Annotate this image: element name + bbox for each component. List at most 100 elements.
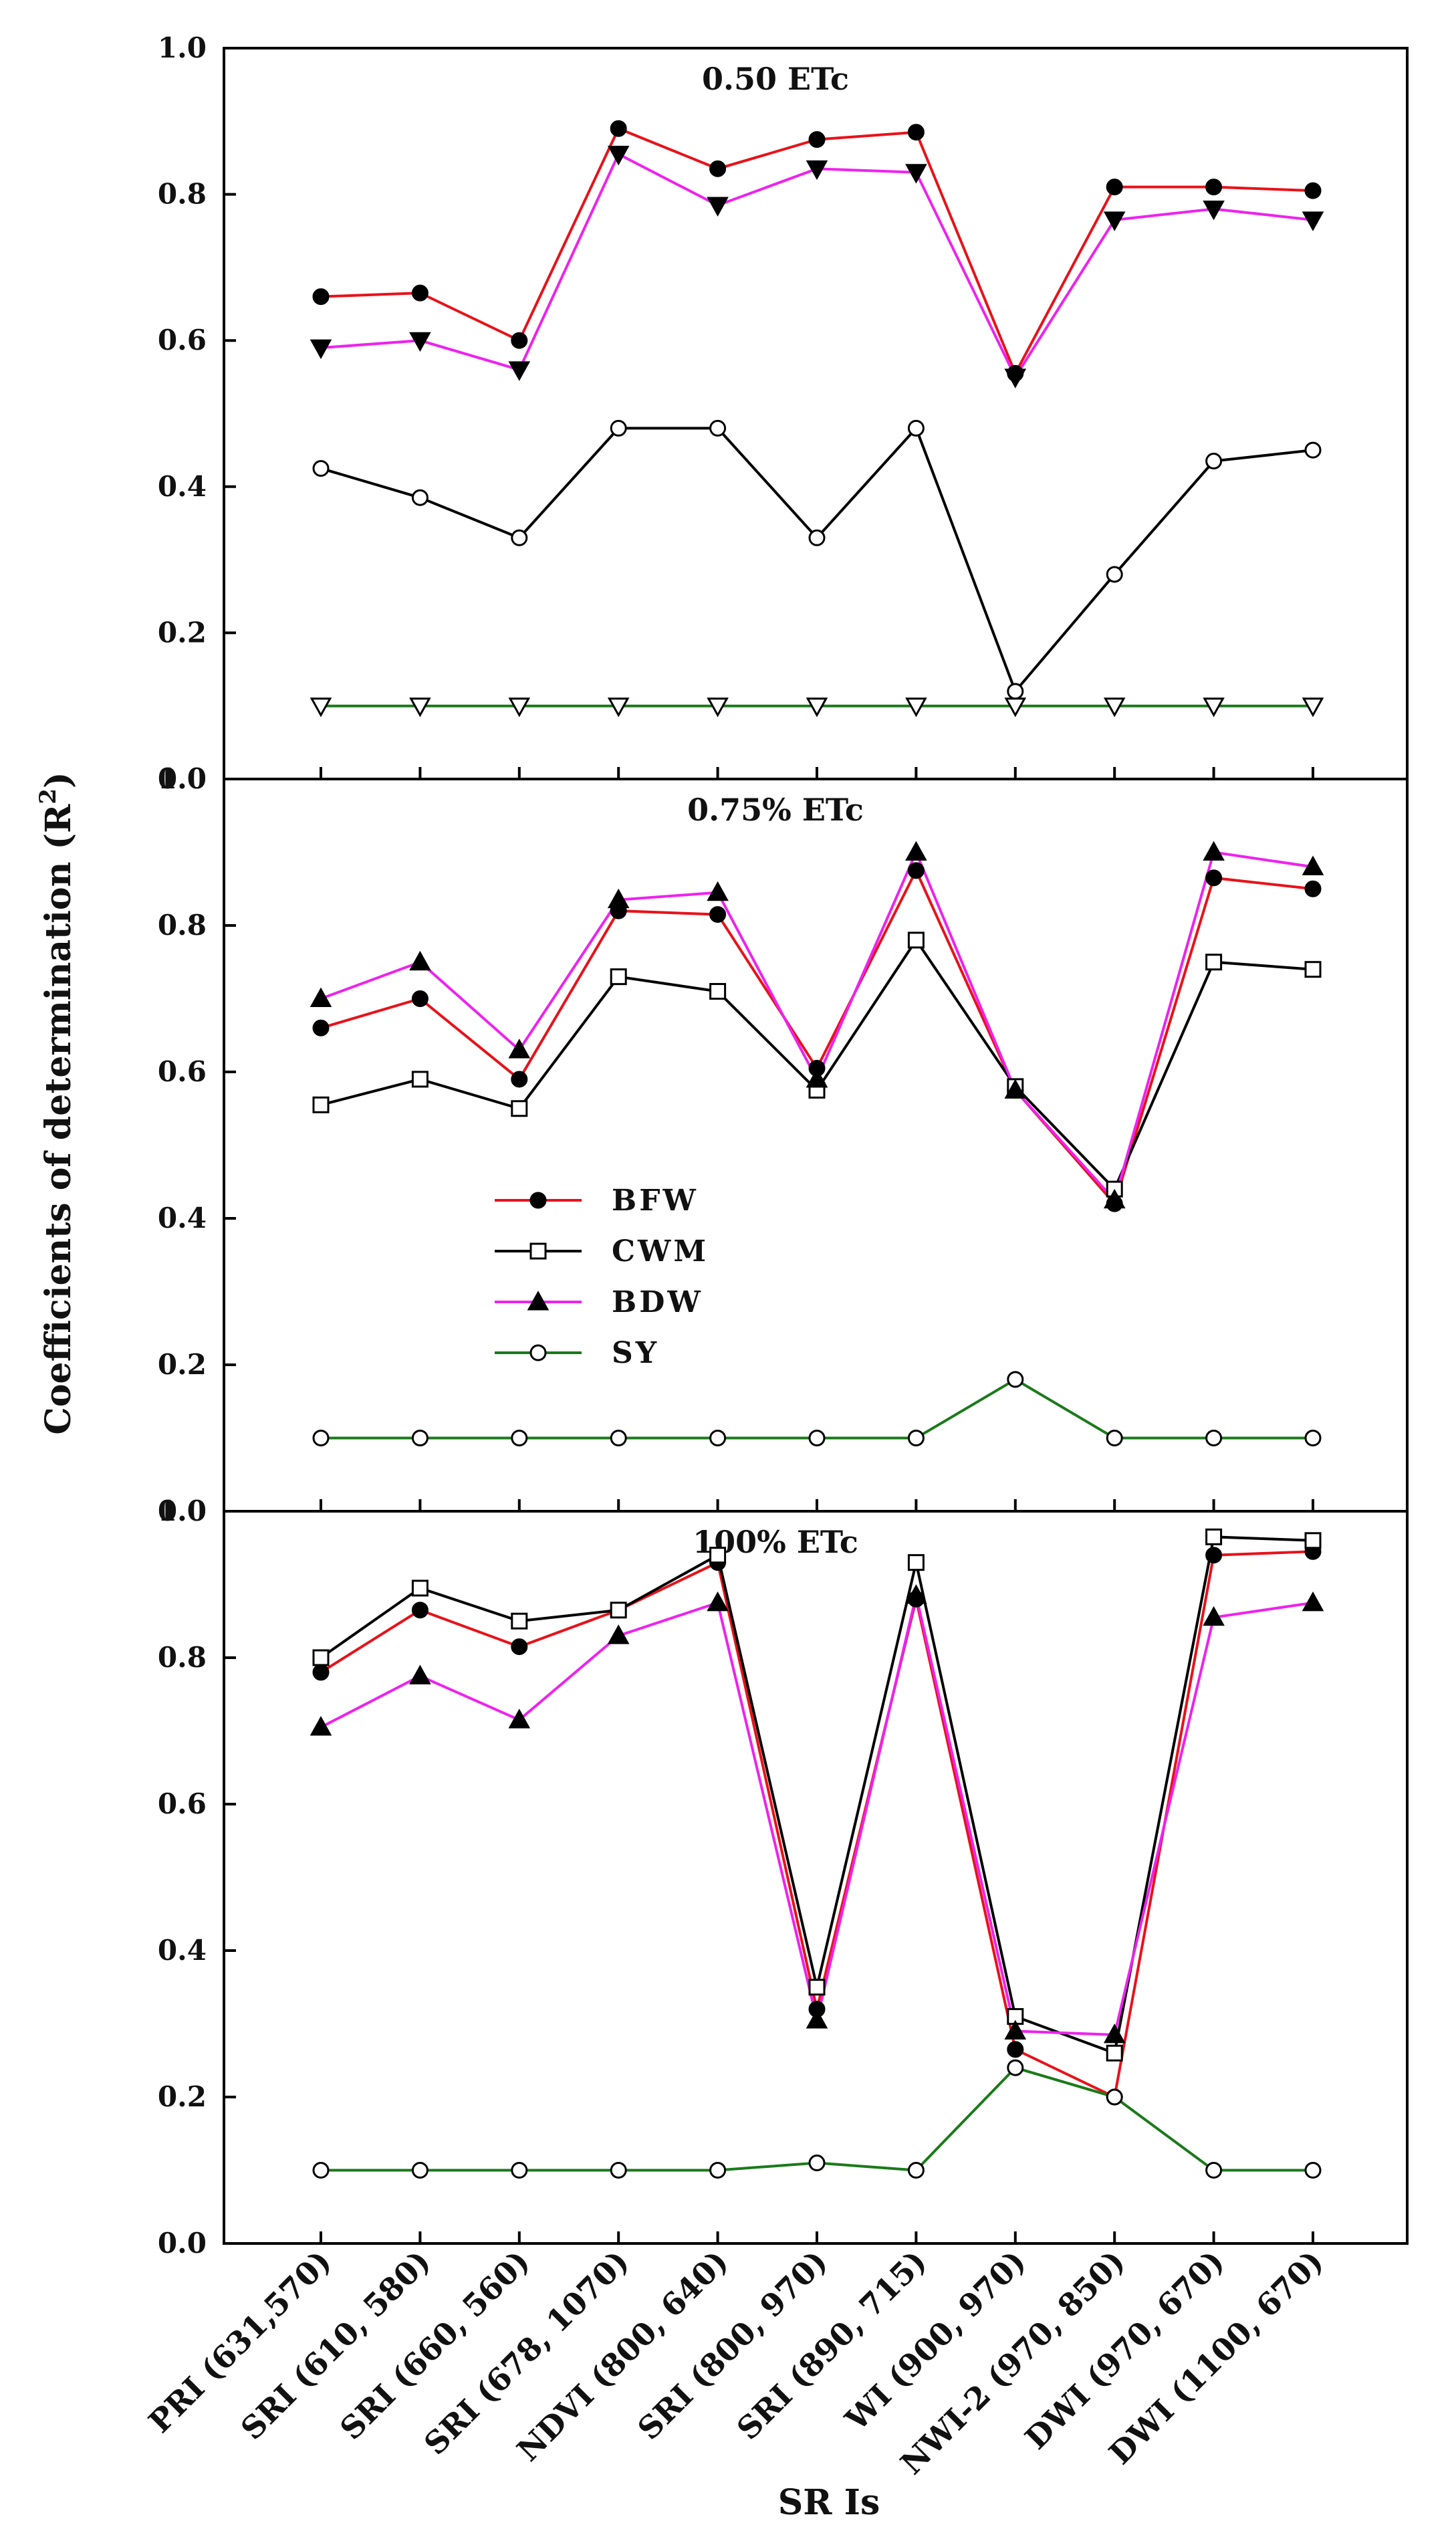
point-bfw: [808, 131, 826, 148]
legend-label: BFW: [612, 1184, 699, 1218]
point-sy: [907, 1430, 925, 1446]
point-bfw: [1007, 2041, 1024, 2058]
y-tick-label: 0.6: [158, 324, 207, 356]
point-sy: [707, 697, 729, 718]
point-cwm: [1106, 2044, 1123, 2062]
legend-entry-cwm: CWM: [495, 1234, 706, 1269]
point-sy: [411, 1430, 429, 1446]
legend-marker: [529, 1344, 547, 1361]
y-tick-label: 0.8: [158, 1641, 207, 1674]
y-tick-label: 0.8: [158, 909, 207, 942]
point-sy: [1203, 697, 1225, 718]
point-bdw: [1004, 1079, 1027, 1099]
point-cwm: [511, 529, 528, 546]
y-tick-label: 1.0: [158, 31, 207, 64]
point-sy: [709, 1430, 727, 1446]
point-bdw: [1203, 841, 1225, 861]
point-bdw: [707, 1591, 729, 1612]
y-tick-label: 0.6: [158, 1055, 207, 1088]
y-tick-label: 1.0: [158, 1495, 207, 1527]
point-cwm: [312, 459, 330, 477]
point-bdw: [905, 1584, 927, 1604]
y-tick-label: 0.0: [158, 1495, 207, 1527]
point-cwm: [1205, 453, 1223, 470]
point-cwm: [709, 983, 727, 1000]
point-cwm: [1106, 566, 1123, 583]
point-bdw: [1103, 211, 1126, 231]
point-bdw: [806, 1068, 828, 1088]
legend-entry-bfw: BFW: [495, 1184, 699, 1218]
point-sy: [1007, 2059, 1024, 2076]
point-cwm: [907, 419, 925, 437]
point-sy: [607, 697, 630, 718]
point-sy: [1304, 1430, 1322, 1446]
point-bdw: [310, 1716, 332, 1736]
point-sy: [511, 2162, 528, 2179]
point-cwm: [1205, 954, 1223, 971]
point-sy: [312, 2162, 330, 2179]
point-bfw: [411, 1602, 429, 1619]
point-cwm: [907, 1554, 925, 1571]
panel-1: 0.0 0.2 0.4 0.6 0.8 1.0 0.50 ETc: [158, 31, 1409, 795]
point-bdw: [1302, 211, 1324, 231]
point-cwm: [610, 1602, 627, 1619]
point-cwm: [1304, 441, 1322, 459]
point-bdw: [508, 361, 531, 381]
point-sy: [1205, 1430, 1223, 1446]
legend-marker: [527, 1291, 550, 1311]
y-tick-label: 0.2: [158, 616, 207, 649]
y-tick-label: 0.0: [158, 2227, 207, 2260]
legend-entry-bdw: BDW: [495, 1285, 703, 1319]
point-bdw: [905, 164, 927, 184]
point-bfw: [312, 288, 330, 306]
point-bdw: [1302, 855, 1324, 875]
point-bfw: [1205, 1547, 1223, 1564]
point-cwm: [808, 529, 826, 546]
point-sy: [808, 2155, 826, 2172]
point-bdw: [409, 332, 431, 352]
point-sy: [1007, 1371, 1024, 1388]
point-sy: [508, 697, 531, 718]
point-bfw: [511, 1071, 528, 1088]
panel-title: 0.50 ETc: [702, 61, 849, 97]
point-cwm: [1304, 961, 1322, 978]
point-bdw: [1103, 2023, 1126, 2044]
point-bdw: [1203, 200, 1225, 221]
point-sy: [907, 2162, 925, 2179]
point-cwm: [610, 419, 627, 437]
point-cwm: [1205, 1528, 1223, 1545]
point-sy: [1004, 697, 1027, 718]
point-cwm: [411, 489, 429, 506]
point-sy: [610, 2162, 627, 2179]
point-bdw: [310, 987, 332, 1007]
legend-label: SY: [612, 1336, 659, 1370]
point-bfw: [312, 1019, 330, 1036]
point-bdw: [1203, 1606, 1225, 1626]
point-sy: [610, 1430, 627, 1446]
x-axis-title: SR Is: [778, 2482, 880, 2523]
point-bdw: [707, 881, 729, 901]
point-bfw: [411, 284, 429, 302]
point-cwm: [411, 1071, 429, 1088]
point-bdw: [905, 841, 927, 861]
point-sy: [310, 697, 332, 718]
point-bdw: [1302, 1591, 1324, 1612]
y-tick-label: 0.2: [158, 1348, 207, 1381]
point-bdw: [806, 160, 828, 181]
point-cwm: [511, 1100, 528, 1117]
point-bfw: [709, 160, 727, 177]
legend-label: BDW: [612, 1285, 703, 1319]
point-bdw: [1103, 1188, 1126, 1209]
point-cwm: [808, 1979, 826, 1996]
point-sy: [1205, 2162, 1223, 2179]
point-bfw: [1304, 182, 1322, 199]
point-sy: [511, 1430, 528, 1446]
point-bdw: [806, 2009, 828, 2029]
point-sy: [409, 697, 431, 718]
point-cwm: [511, 1612, 528, 1630]
legend-marker: [529, 1192, 547, 1209]
point-sy: [312, 1430, 330, 1446]
point-cwm: [312, 1649, 330, 1666]
